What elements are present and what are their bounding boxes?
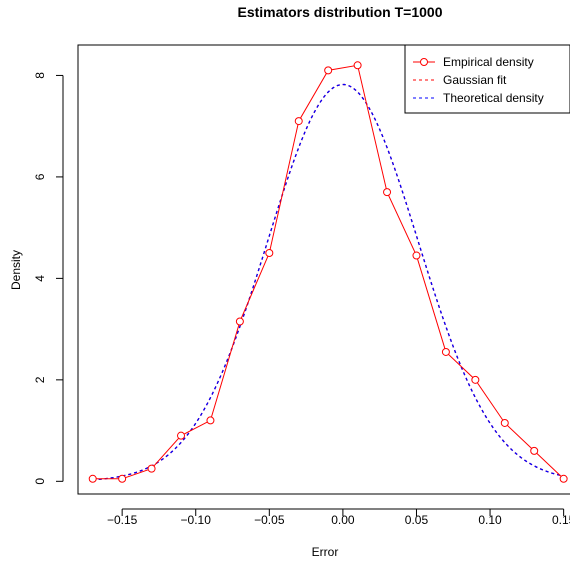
empirical-point	[324, 66, 333, 75]
legend-empirical-label: Empirical density	[443, 55, 534, 69]
x-axis: −0.15 −0.10 −0.05 0.00 0.05 0.10 0.15	[107, 508, 570, 527]
empirical-point	[559, 474, 568, 483]
empirical-point	[118, 474, 127, 483]
empirical-point	[147, 464, 156, 473]
x-tick-label: −0.05	[254, 513, 285, 527]
empirical-point	[206, 416, 215, 425]
empirical-point	[177, 431, 186, 440]
empirical-point	[88, 474, 97, 483]
x-tick-label: −0.15	[107, 513, 138, 527]
legend-empirical-marker	[420, 58, 428, 66]
legend-box	[404, 44, 570, 114]
y-tick-label: 6	[33, 173, 47, 180]
x-tick-label: 0.15	[552, 513, 570, 527]
empirical-point	[441, 347, 450, 356]
x-tick-label: −0.10	[181, 513, 212, 527]
legend-theoretical-label: Theoretical density	[443, 91, 544, 105]
y-tick-label: 4	[33, 275, 47, 282]
x-tick-label: 0.00	[331, 513, 355, 527]
x-tick-label: 0.10	[478, 513, 502, 527]
y-tick-label: 2	[33, 376, 47, 383]
y-tick-label: 8	[33, 72, 47, 79]
y-tick-label: 0	[33, 478, 47, 485]
legend-gaussian-label: Gaussian fit	[443, 73, 507, 87]
series-layer	[88, 61, 568, 483]
empirical-point	[353, 61, 362, 70]
empirical-point	[412, 251, 421, 260]
y-axis-label: Density	[9, 250, 23, 290]
x-axis-label: Error	[312, 545, 339, 559]
theoretical-density-line	[92, 83, 564, 481]
empirical-density-line	[92, 64, 564, 480]
empirical-point	[294, 117, 303, 126]
empirical-point	[265, 249, 274, 258]
legend: Empirical density Gaussian fit Theoretic…	[404, 44, 570, 114]
chart-title: Estimators distribution T=1000	[238, 4, 443, 20]
empirical-point	[383, 188, 392, 197]
empirical-point	[471, 375, 480, 384]
gaussian-fit-line	[92, 83, 564, 481]
empirical-point	[235, 317, 244, 326]
empirical-point	[530, 446, 539, 455]
y-axis: 0 2 4 6 8	[33, 72, 64, 485]
x-tick-label: 0.05	[405, 513, 429, 527]
plot-frame	[77, 44, 570, 495]
empirical-point	[500, 418, 509, 427]
